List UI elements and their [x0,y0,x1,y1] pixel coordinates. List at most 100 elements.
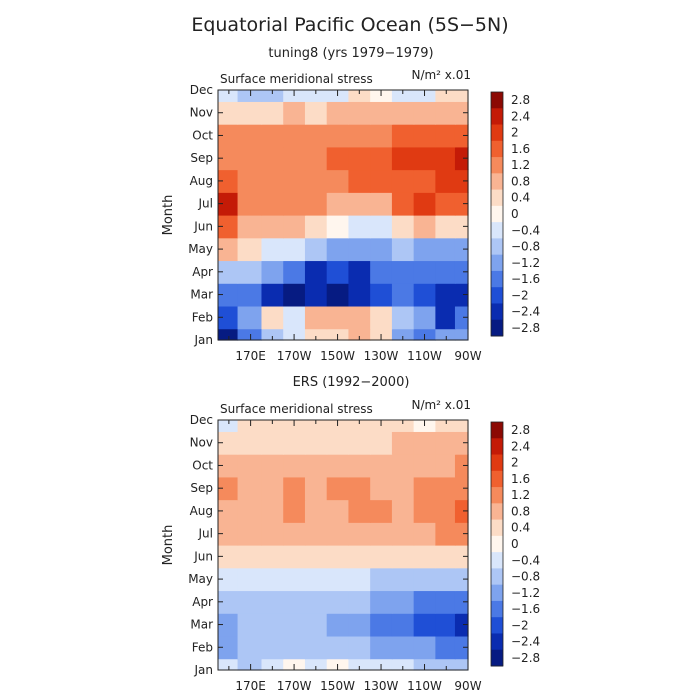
colorbar-label: −0.4 [511,223,540,237]
colorbar-label: 1.6 [511,142,530,156]
heatmap-cell [391,658,415,671]
heatmap-cell [283,613,306,637]
heatmap-cell [283,237,306,262]
heatmap-cell [304,522,328,546]
colorbar-swatch [491,535,503,553]
heatmap-cell [326,305,350,330]
heatmap-cell [370,545,393,569]
heatmap-cell [304,260,328,284]
heatmap-cell [326,454,350,478]
heatmap-cell [413,567,436,592]
heatmap-cell [218,476,239,501]
colorbar-label: 0.4 [511,191,530,205]
colorbar-swatch [491,140,503,158]
heatmap-cell [391,101,415,125]
heatmap-cell [218,305,239,330]
heatmap-cell [370,260,393,284]
colorbar-swatch [491,303,503,321]
heatmap-cell [326,590,350,614]
heatmap-cell [326,476,350,501]
y-tick-label: Jun [193,219,213,233]
heatmap-cell [261,146,284,171]
heatmap-cell [304,305,328,330]
heatmap-cell [348,590,371,614]
heatmap-cell [454,260,469,284]
x-tick-label: 150W [320,349,355,363]
heatmap-cell [435,305,456,330]
heatmap-cell [370,124,393,148]
colorbar-label: −2.4 [511,305,540,319]
heatmap-cell [304,237,328,262]
colorbar-label: 1.6 [511,472,530,486]
heatmap-cell [435,215,456,239]
heatmap-cell [413,454,436,478]
colorbar-label: 0 [511,537,519,551]
heatmap-cell [304,613,328,637]
x-tick-label: 170E [235,349,266,363]
heatmap-cell [454,283,469,307]
heatmap-cell [283,454,306,478]
heatmap-cell [261,658,284,671]
heatmap-cell [237,237,263,262]
heatmap-cell [261,328,284,341]
heatmap-cell [304,101,328,125]
heatmap-cell [237,545,263,569]
heatmap-cell [218,169,239,193]
heatmap-cell [261,90,284,102]
colorbar-label: −2.8 [511,321,540,335]
colorbar-label: 2.4 [511,439,530,453]
colorbar-label: 2 [511,126,519,140]
heatmap-cell [304,90,328,102]
x-tick-label: 170E [235,679,266,693]
y-tick-label: Nov [190,436,213,450]
heatmap-cell [326,192,350,216]
heatmap-cell [326,146,350,171]
heatmap-cell [454,305,469,330]
panels: tuning8 (yrs 1979−1979) Surface meridiona… [161,46,540,693]
colorbar: 2.8 2.4 2 1.6 1.2 0.8 0.4 0 −0.4 −0.8 −1.2 −1.6 −2 −2… [490,91,540,337]
heatmap-cell [237,90,263,102]
heatmap-cell [413,101,436,125]
heatmap-cell [435,90,456,102]
heatmap-cell [454,192,469,216]
heatmap-cell [348,146,371,171]
heatmap-cell [283,101,306,125]
heatmap-cell [370,567,393,592]
heatmap-cell [348,613,371,637]
y-tick-label: Feb [192,310,213,324]
heatmap-cell [348,169,371,193]
heatmap-cell [435,613,456,637]
heatmap-cell [218,328,239,341]
colorbar-swatch [491,568,503,586]
heatmap-cell [326,260,350,284]
heatmap-cell [413,590,436,614]
y-tick-label: May [188,242,213,256]
heatmap-cell [370,499,393,523]
heatmap-cell [391,522,415,546]
colorbar-label: −1.2 [511,256,540,270]
heatmap-cell [218,90,239,102]
heatmap-cell [413,215,436,239]
colorbar-swatch [491,584,503,602]
heatmap-cell [348,101,371,125]
heatmap-cell [454,454,469,478]
colorbar-swatch [491,157,503,174]
heatmap-cell [283,192,306,216]
heatmap-cell [348,567,371,592]
heatmap-cell [304,567,328,592]
colorbar-swatch [491,519,503,537]
heatmap-cell [237,146,263,171]
colorbar-swatch [491,470,503,488]
heatmap-cell [283,283,306,307]
y-tick-label: Sep [190,481,213,495]
heatmap-cell [435,328,456,341]
heatmap-cell [454,635,469,660]
heatmap-cells [218,90,469,341]
heatmap-cell [304,215,328,239]
heatmap-cell [413,431,436,455]
heatmap-cell [370,283,393,307]
heatmap-cell [304,124,328,148]
heatmap-cell [283,590,306,614]
colorbar-label: −2.4 [511,635,540,649]
